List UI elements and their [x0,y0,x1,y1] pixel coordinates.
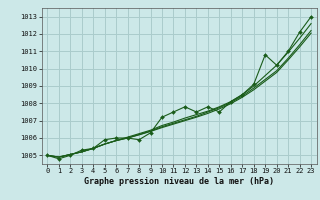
X-axis label: Graphe pression niveau de la mer (hPa): Graphe pression niveau de la mer (hPa) [84,177,274,186]
